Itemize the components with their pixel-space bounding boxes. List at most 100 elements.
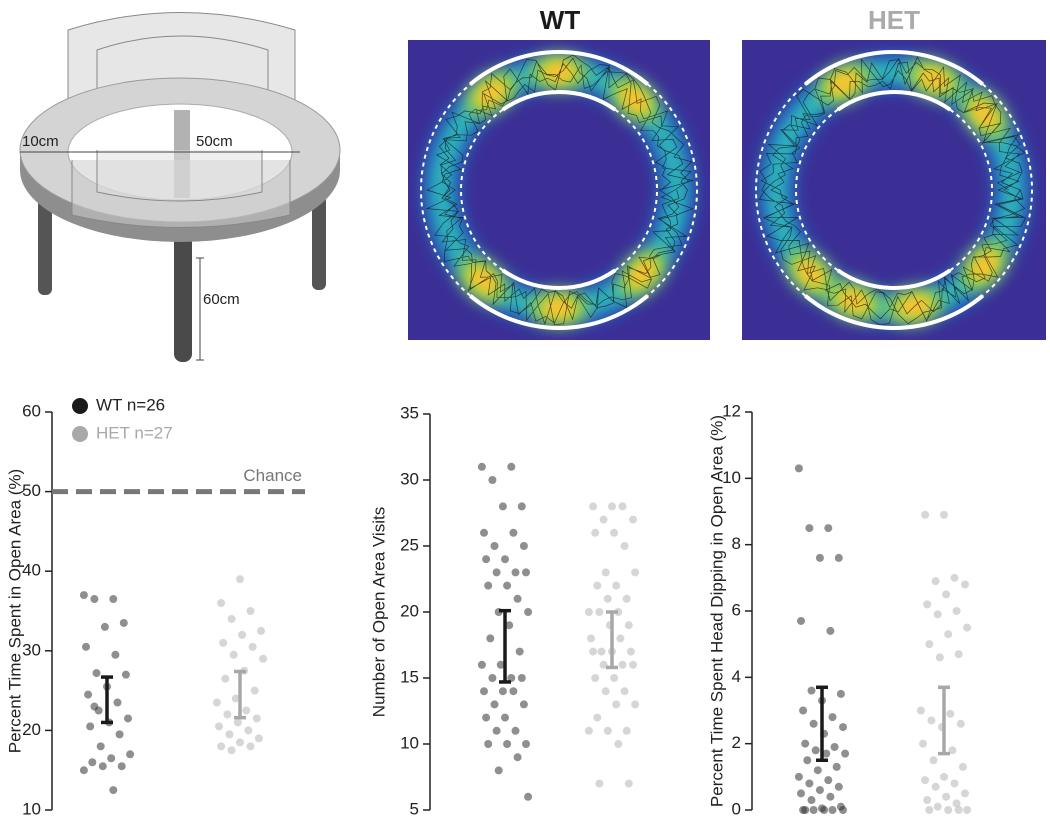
- data-point: [799, 706, 808, 715]
- data-point: [822, 749, 831, 758]
- data-point: [524, 792, 533, 801]
- data-point: [488, 476, 497, 484]
- data-point: [246, 607, 255, 615]
- data-point: [513, 594, 522, 603]
- y-tick-label: 15: [400, 667, 419, 686]
- data-point: [107, 754, 116, 763]
- data-point: [948, 746, 957, 755]
- data-point: [597, 647, 606, 656]
- data-point: [826, 792, 835, 801]
- data-point: [524, 608, 533, 616]
- data-point: [921, 776, 930, 785]
- data-point: [496, 660, 505, 669]
- data-point: [797, 789, 805, 798]
- y-tick-label: 10: [22, 799, 41, 818]
- dimension-label: 60cm: [203, 291, 240, 308]
- data-point: [591, 674, 600, 682]
- data-point: [507, 674, 516, 682]
- data-point: [940, 772, 948, 781]
- y-tick-label: 4: [732, 667, 741, 686]
- maze-wall: [949, 108, 993, 272]
- data-point: [593, 713, 602, 722]
- maze-wall: [460, 108, 504, 272]
- maze-wall: [420, 83, 471, 297]
- data-point: [515, 647, 524, 656]
- data-point: [834, 553, 843, 562]
- data-point: [616, 634, 625, 643]
- data-point: [809, 719, 818, 728]
- trajectory: [758, 56, 1027, 326]
- data-point: [236, 738, 244, 747]
- data-point: [933, 610, 942, 619]
- data-point: [503, 740, 512, 748]
- data-point: [841, 749, 850, 758]
- data-point: [124, 714, 132, 723]
- data-point: [227, 614, 236, 623]
- data-point: [121, 670, 130, 679]
- apparatus-illustration: 10cm 50cm 60cm: [19, 12, 341, 362]
- heatmap: [742, 40, 1046, 340]
- y-tick-label: 10: [400, 733, 419, 752]
- data-point: [233, 718, 242, 727]
- data-point: [626, 647, 635, 656]
- dimension-label: 50cm: [196, 133, 233, 150]
- data-point: [952, 607, 961, 615]
- data-point: [522, 740, 530, 748]
- maze-wall: [804, 294, 984, 330]
- data-point: [916, 706, 925, 715]
- y-tick-label: 50: [22, 481, 41, 500]
- data-point: [86, 722, 95, 731]
- data-point: [952, 799, 961, 808]
- data-point: [98, 762, 107, 771]
- data-point: [832, 762, 841, 771]
- data-point: [923, 600, 932, 609]
- y-tick-label: 35: [400, 403, 419, 422]
- data-point: [954, 650, 963, 659]
- data-point: [113, 698, 122, 707]
- data-point: [805, 524, 814, 533]
- data-point: [111, 650, 120, 659]
- data-point: [946, 709, 955, 718]
- data-point: [631, 568, 640, 577]
- data-point: [601, 687, 610, 696]
- legend-marker: [72, 398, 88, 414]
- data-point: [618, 502, 627, 511]
- data-point: [931, 782, 940, 791]
- error-bar: [499, 608, 511, 684]
- data-point: [519, 700, 528, 709]
- data-point: [944, 806, 953, 814]
- data-point: [801, 806, 810, 814]
- data-point: [828, 713, 837, 722]
- data-point: [484, 740, 493, 748]
- data-point: [794, 772, 803, 781]
- data-point: [591, 528, 600, 537]
- data-point: [589, 647, 598, 656]
- data-point: [599, 660, 608, 669]
- data-point: [494, 766, 503, 775]
- data-point: [517, 674, 526, 682]
- heatmap: [408, 40, 710, 340]
- data-point: [215, 722, 223, 731]
- data-point: [614, 608, 623, 616]
- data-point: [595, 779, 604, 788]
- data-point: [587, 634, 595, 643]
- heat-blob: [543, 298, 575, 318]
- y-tick-label: 0: [732, 799, 741, 818]
- data-point: [126, 750, 135, 759]
- maze-wall: [982, 83, 1033, 297]
- data-point: [631, 700, 640, 709]
- data-point: [88, 758, 97, 767]
- data-point: [622, 726, 631, 735]
- y-axis-label: Percent Time Spent Head Dipping in Open …: [707, 415, 726, 807]
- data-point: [109, 595, 118, 604]
- dimension-label: 10cm: [22, 133, 59, 150]
- data-point: [807, 686, 816, 695]
- data-point: [223, 710, 232, 719]
- data-point: [593, 581, 602, 590]
- y-tick-label: 2: [732, 733, 741, 752]
- heat-blob: [829, 71, 860, 95]
- data-point: [824, 776, 833, 785]
- maze-wall: [614, 108, 658, 272]
- data-point: [498, 502, 507, 511]
